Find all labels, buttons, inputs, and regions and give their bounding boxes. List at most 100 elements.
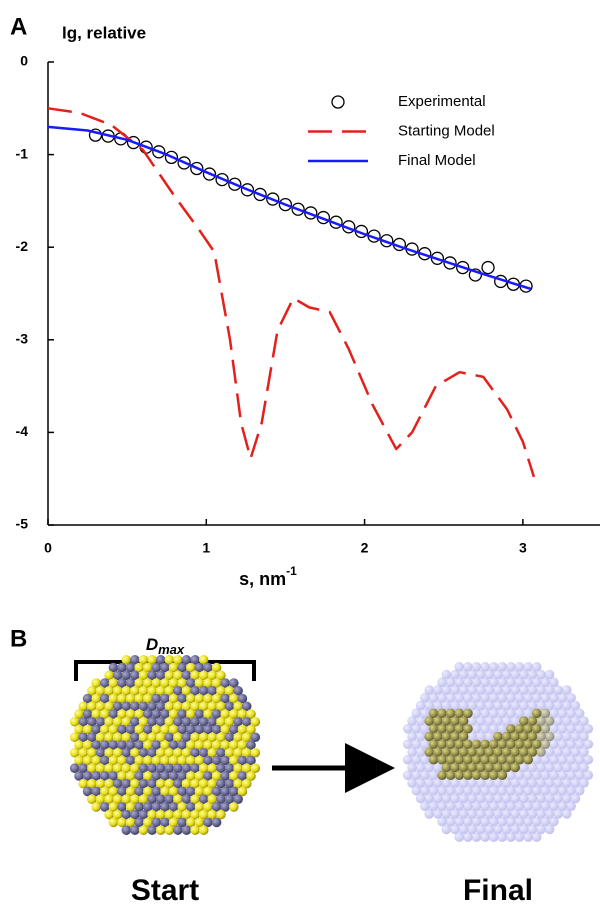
data-point [126, 135, 141, 150]
bead [173, 809, 183, 820]
bead [501, 685, 512, 695]
bead [198, 655, 209, 665]
bead [130, 825, 140, 835]
panel-b: B Dmax Start Final [10, 625, 594, 907]
bead [155, 716, 166, 727]
bead [138, 655, 149, 665]
bead [237, 693, 248, 704]
data-point [190, 161, 204, 176]
bead [527, 747, 538, 757]
bead [566, 708, 576, 719]
bead [519, 793, 529, 804]
bead [450, 824, 460, 835]
bead [527, 700, 538, 711]
bead [177, 693, 187, 704]
bead [173, 747, 183, 758]
bead [454, 832, 465, 842]
bead [78, 716, 89, 727]
bead [138, 701, 149, 712]
bead [237, 786, 248, 797]
bead [519, 731, 529, 742]
bead [450, 793, 460, 804]
bead [497, 785, 508, 796]
bead [441, 762, 452, 773]
bead [181, 794, 192, 804]
bead [501, 731, 512, 742]
bead [216, 732, 226, 743]
bead [87, 794, 97, 804]
bead [121, 763, 132, 774]
bead [536, 809, 546, 819]
bead [100, 802, 110, 812]
bead [190, 794, 200, 804]
bead [433, 685, 443, 695]
bead [454, 770, 465, 781]
bead [229, 771, 239, 781]
bead [428, 693, 439, 703]
bead [458, 669, 469, 680]
bead [181, 701, 192, 712]
bead [510, 809, 520, 819]
bead [216, 716, 226, 727]
bead [168, 786, 179, 797]
bead [138, 670, 149, 681]
bead [523, 708, 533, 719]
bead [433, 731, 443, 742]
bead [527, 731, 538, 742]
bead [198, 686, 209, 696]
bead [488, 708, 499, 719]
bead [454, 816, 465, 827]
bead [506, 754, 516, 765]
bead [186, 740, 196, 750]
bead [78, 732, 89, 743]
bead [484, 669, 495, 680]
bead [224, 763, 235, 774]
bead [441, 685, 452, 695]
bead [458, 762, 469, 773]
bead [130, 701, 140, 712]
bead [194, 755, 205, 766]
bead [233, 732, 243, 743]
bead [104, 794, 114, 804]
bead [544, 731, 555, 742]
bead [579, 778, 589, 788]
bead [112, 763, 123, 774]
bead [112, 670, 123, 681]
bead [216, 670, 226, 681]
bead [220, 709, 230, 719]
bead [186, 786, 196, 797]
bead [484, 809, 495, 819]
bead [112, 778, 123, 789]
bead [177, 802, 187, 812]
bead [424, 747, 435, 757]
bead [480, 739, 490, 750]
bead [506, 832, 516, 842]
bead [194, 817, 205, 828]
bead [570, 793, 581, 804]
bead [488, 754, 499, 765]
bead [112, 716, 123, 727]
bead [198, 716, 209, 727]
bead [519, 716, 529, 726]
bead [160, 786, 170, 797]
bead [203, 678, 213, 688]
bead [130, 686, 140, 696]
bead [155, 732, 166, 743]
bead [198, 747, 209, 758]
bead [229, 678, 239, 688]
bead [527, 824, 538, 835]
bead [484, 747, 495, 757]
data-point [240, 183, 255, 197]
bead [493, 685, 503, 695]
y-tick-label: -1 [16, 145, 29, 161]
bead [497, 693, 508, 703]
bead [237, 755, 248, 766]
bead [562, 685, 572, 695]
bead [186, 755, 196, 766]
bead [536, 762, 546, 773]
bead [91, 678, 101, 688]
bead [216, 701, 226, 712]
bead [104, 809, 114, 820]
bead [531, 708, 542, 719]
bead [125, 693, 136, 704]
